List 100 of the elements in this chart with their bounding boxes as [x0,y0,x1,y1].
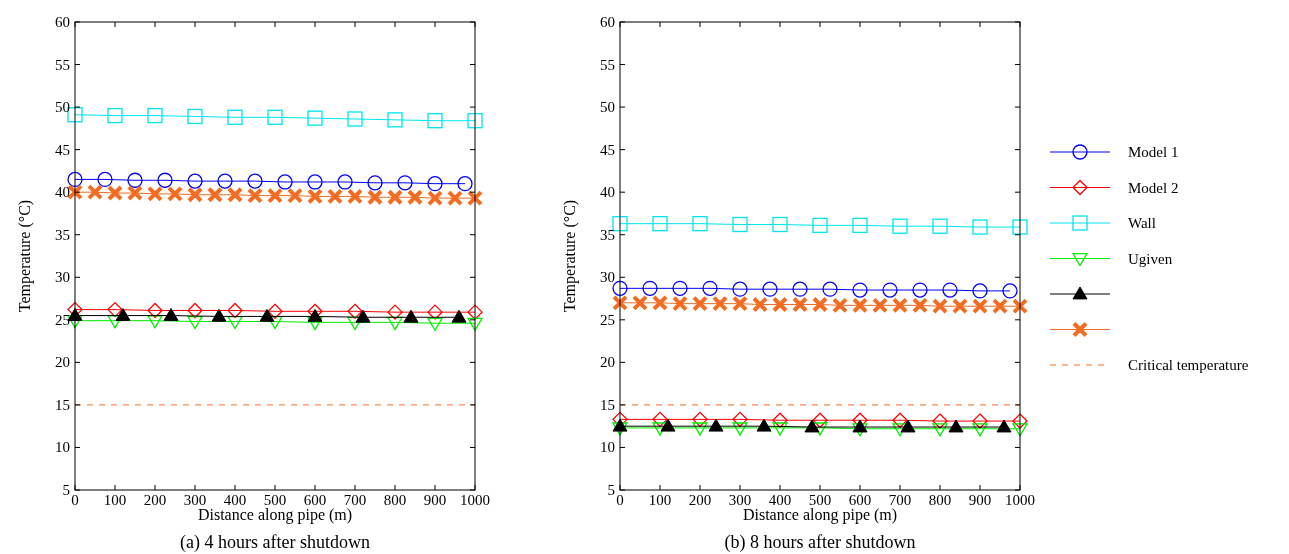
point [708,418,724,432]
point [267,187,283,204]
point [147,107,163,124]
x-tick-label: 0 [71,492,79,508]
point [996,419,1012,433]
x-tick-label: 700 [888,492,912,508]
point [187,302,203,319]
point [427,113,443,129]
point [187,186,203,203]
point [792,296,808,313]
legend-label: Model 2 [1128,179,1179,196]
point [347,111,363,127]
point [812,422,828,436]
point [822,281,838,297]
y-tick-label: 30 [600,269,615,286]
x-tick-label: 400 [768,492,792,508]
point [367,175,383,191]
x-tick-label: 800 [928,492,952,508]
y-tick-label: 45 [600,141,615,158]
y-tick-label: 15 [600,396,615,413]
y-tick-label: 5 [62,482,70,498]
point [892,412,908,428]
point [163,308,179,321]
point [227,109,243,125]
y-tick-label: 25 [600,311,615,328]
text: (a) 4 hours after shutdown [180,532,370,553]
y-tick-label: 10 [55,439,70,456]
x-tick-label: 900 [423,492,447,508]
point [900,419,916,433]
point [247,187,263,204]
point [451,309,467,323]
y-tick-label: 50 [600,99,615,116]
point [277,174,293,190]
point [852,282,868,298]
point [732,422,748,436]
y-tick-label: 55 [600,56,615,73]
point [612,216,628,232]
y-tick-label: 15 [55,396,70,413]
point [467,317,483,331]
y-tick-label: 35 [55,226,70,243]
point [892,218,908,234]
point [287,187,303,204]
x-tick-label: 900 [968,492,992,508]
point [147,185,163,202]
point [812,296,828,313]
x-tick-label: 600 [303,492,327,508]
point [972,413,988,429]
legend-label: Wall [1128,215,1156,231]
x-tick-label: 200 [143,492,167,508]
y-tick-label: 50 [55,99,70,116]
point [652,422,668,436]
y-tick-label: 40 [600,184,615,201]
legend-label: Model 1 [1128,144,1179,160]
point [1012,413,1028,429]
point [992,298,1008,315]
point [347,303,363,319]
point [792,281,808,297]
legend-label: Ugiven [1128,250,1173,267]
point [107,185,123,202]
point [812,217,828,234]
x-tick-label: 1000 [1005,492,1035,508]
point [972,298,988,315]
point [397,175,413,191]
point [672,295,688,312]
point [612,422,628,436]
point [692,411,708,428]
point [387,304,403,320]
point [652,294,668,311]
point [612,280,628,296]
point [427,176,443,192]
point [732,411,748,428]
point [267,303,283,319]
point [207,186,223,203]
point [732,216,748,233]
point [217,173,233,189]
point [387,189,403,206]
x-tick-label: 600 [848,492,872,508]
y-tick-label: 60 [600,14,615,30]
point [211,308,227,322]
point [652,411,668,428]
point [355,309,371,323]
point [337,174,353,190]
x-tick-label: 500 [808,492,832,508]
point [227,302,243,319]
point [97,171,113,188]
point [772,296,788,313]
y-tick-label: 5 [607,482,615,498]
point [692,422,708,436]
point [467,304,483,320]
point [147,302,163,319]
point [732,281,748,297]
x-axis-title: Distance along pipe (m) [197,506,353,524]
point [1002,283,1018,299]
point [267,109,283,125]
point [387,112,403,128]
point [642,280,658,296]
legend-label: Critical temperature [1128,357,1249,373]
point [882,282,898,298]
point [772,412,788,428]
point [852,217,868,234]
